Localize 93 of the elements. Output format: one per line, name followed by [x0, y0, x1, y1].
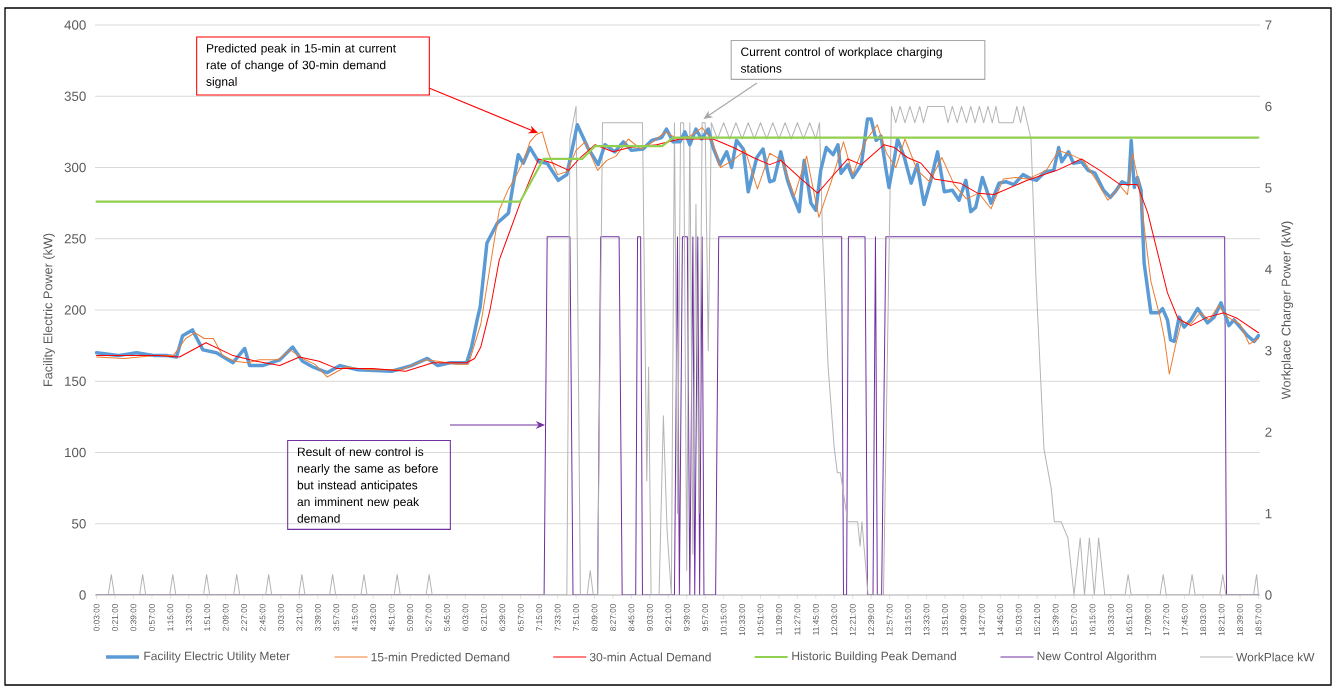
- x-tick-label: 0:03:00: [93, 604, 100, 631]
- legend-label: Facility Electric Utility Meter: [144, 651, 290, 663]
- legend-label: Historic Building Peak Demand: [792, 651, 956, 663]
- x-tick-label: 15:21:00: [1034, 604, 1041, 636]
- x-tick-label: 13:33:00: [923, 604, 930, 636]
- y2-tick-label: 4: [1265, 264, 1272, 274]
- x-tick-label: 0:57:00: [148, 604, 155, 631]
- x-tick-label: 4:51:00: [388, 604, 395, 632]
- y-tick-label: 400: [64, 20, 86, 30]
- line-series: [95, 136, 1260, 203]
- y2-tick-label: 2: [1265, 427, 1272, 437]
- x-tick-label: 1:33:00: [185, 604, 192, 631]
- x-tick-label: 10:51:00: [757, 604, 764, 636]
- y-axis-title: Facility Electric Power (kW): [43, 233, 55, 386]
- x-tick-label: 11:27:00: [794, 604, 801, 635]
- x-tick-label: 17:09:00: [1144, 604, 1151, 636]
- x-tick-label: 11:45:00: [812, 604, 819, 635]
- x-tick-label: 1:51:00: [204, 604, 211, 631]
- x-tick-label: 2:45:00: [259, 604, 266, 631]
- legend-label: 15-min Predicted Demand: [371, 652, 510, 662]
- y2-tick-label: 1: [1265, 508, 1272, 519]
- y-tick-label: 200: [64, 305, 86, 315]
- x-tick-label: 12:39:00: [868, 604, 875, 636]
- x-tick-label: 14:45:00: [997, 604, 1004, 636]
- x-tick-label: 11:09:00: [776, 604, 782, 635]
- x-tick-label: 2:27:00: [241, 604, 248, 631]
- x-tick-label: 3:39:00: [314, 604, 321, 631]
- y2-tick-label: 7: [1265, 20, 1272, 30]
- x-tick-label: 15:39:00: [1052, 604, 1059, 636]
- x-tick-label: 7:33:00: [554, 604, 561, 631]
- x-tick-label: 14:09:00: [960, 604, 967, 636]
- x-tick-label: 5:09:00: [407, 604, 414, 631]
- x-tick-label: 12:57:00: [886, 604, 893, 636]
- x-tick-label: 4:15:00: [351, 604, 358, 632]
- y-tick-label: 100: [65, 447, 86, 458]
- x-tick-label: 1:15:00: [167, 604, 174, 631]
- y2-tick-label: 0: [1265, 590, 1272, 600]
- y2-tick-label: 3: [1265, 345, 1272, 356]
- x-tick-label: 7:51:00: [573, 604, 579, 631]
- x-tick-label: 17:45:00: [1181, 604, 1188, 636]
- y-tick-label: 300: [64, 162, 86, 173]
- x-tick-label: 3:21:00: [296, 604, 303, 631]
- x-tick-label: 4:33:00: [370, 604, 377, 632]
- x-tick-label: 18:21:00: [1218, 604, 1225, 636]
- x-tick-label: 3:03:00: [278, 604, 284, 631]
- legend-label: 30-min Actual Demand: [589, 652, 711, 662]
- legend-label: New Control Algorithm: [1037, 651, 1156, 663]
- x-tick-label: 5:45:00: [444, 604, 450, 631]
- x-tick-label: 18:57:00: [1255, 604, 1262, 636]
- x-tick-label: 12:03:00: [831, 604, 838, 636]
- legend-label: WorkPlace kW: [1236, 652, 1315, 662]
- annotation: Predicted peak in 15-min at current rate of change of 30-min demand signal: [206, 43, 396, 89]
- x-tick-label: 5:27:00: [425, 604, 432, 631]
- x-tick-label: 6:57:00: [517, 604, 524, 631]
- x-tick-label: 9:57:00: [702, 604, 709, 631]
- x-tick-label: 3:57:00: [333, 604, 340, 631]
- x-tick-label: 14:27:00: [978, 604, 985, 636]
- x-tick-label: 9:03:00: [646, 604, 653, 631]
- x-tick-label: 15:57:00: [1071, 604, 1077, 636]
- x-tick-label: 13:15:00: [905, 604, 911, 636]
- y2-tick-label: 6: [1265, 101, 1272, 112]
- x-tick-label: 16:51:00: [1126, 604, 1133, 636]
- x-tick-label: 18:03:00: [1200, 604, 1207, 636]
- y-tick-label: 50: [72, 519, 86, 529]
- annotation: Current control of workplace charging stations: [740, 47, 942, 73]
- x-tick-label: 16:33:00: [1108, 604, 1114, 636]
- x-tick-label: 18:39:00: [1237, 604, 1243, 636]
- y2-axis-title: Workplace Charger Power (kW): [1281, 221, 1294, 400]
- y-tick-label: 150: [65, 376, 86, 386]
- y2-tick-label: 5: [1265, 183, 1272, 193]
- x-tick-label: 9:21:00: [665, 604, 672, 631]
- x-tick-label: 17:27:00: [1163, 604, 1170, 636]
- y-tick-label: 250: [64, 234, 86, 244]
- x-tick-label: 8:45:00: [628, 604, 635, 631]
- x-tick-label: 6:21:00: [480, 604, 487, 631]
- x-tick-label: 9:39:00: [683, 604, 690, 631]
- x-tick-label: 7:15:00: [536, 604, 543, 631]
- x-tick-label: 2:09:00: [222, 604, 229, 631]
- y-tick-label: 0: [79, 590, 86, 600]
- annotation: Result of new control is nearly the same as before but instead anticipates an imminent new peak demand: [297, 447, 438, 523]
- x-tick-label: 0:21:00: [112, 604, 118, 631]
- x-tick-label: 10:33:00: [739, 604, 745, 636]
- x-tick-label: 10:15:00: [720, 604, 727, 636]
- x-tick-label: 6:03:00: [462, 604, 469, 631]
- x-tick-label: 8:09:00: [591, 604, 598, 631]
- x-tick-label: 15:03:00: [1015, 604, 1022, 636]
- x-tick-label: 13:51:00: [942, 604, 948, 636]
- x-tick-label: 0:39:00: [130, 604, 137, 631]
- x-tick-label: 6:39:00: [499, 604, 506, 631]
- y-tick-label: 350: [64, 91, 86, 101]
- x-tick-label: 16:15:00: [1089, 604, 1096, 636]
- x-tick-label: 8:27:00: [610, 604, 616, 631]
- x-tick-label: 12:21:00: [849, 604, 856, 636]
